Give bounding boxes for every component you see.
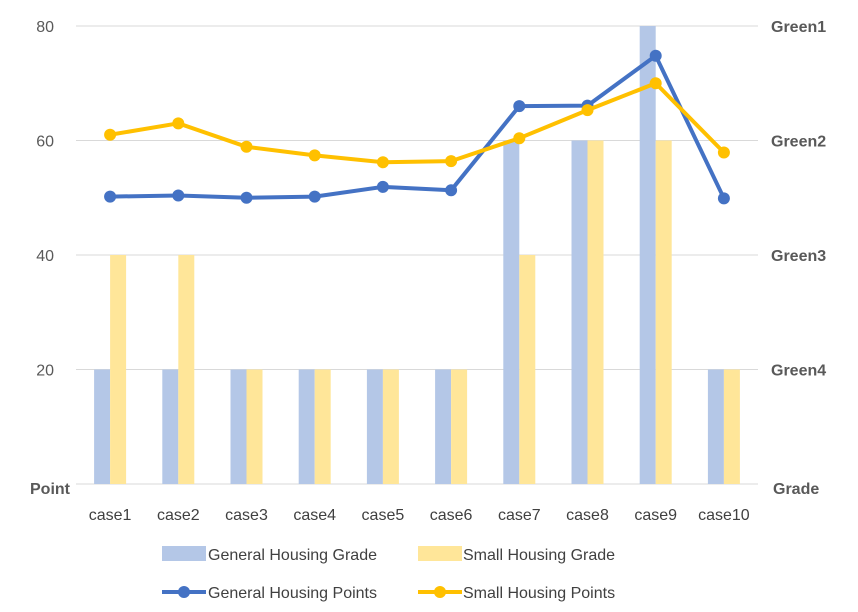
bar <box>655 140 672 484</box>
bar <box>178 255 195 484</box>
bar <box>451 369 468 484</box>
legend-marker <box>434 586 446 598</box>
x-tick-label: case10 <box>698 507 750 524</box>
line-point <box>717 146 730 159</box>
bar <box>382 369 399 484</box>
line-point <box>172 117 185 130</box>
axes: Point Grade 20 Green4 40 Green3 60 Green2 80 Gr… <box>30 19 826 524</box>
line-point <box>308 190 321 203</box>
bar <box>314 369 331 484</box>
y2-tick-label: Green4 <box>771 363 826 380</box>
legend-label: General Housing Grade <box>208 547 377 564</box>
legend-label: General Housing Points <box>208 585 377 602</box>
bar <box>587 140 604 484</box>
line-point <box>172 189 185 202</box>
line-point <box>513 132 526 145</box>
bar <box>723 369 740 484</box>
bar <box>162 369 179 484</box>
legend: General Housing Grade Small Housing Grade… <box>162 546 615 602</box>
line-point <box>104 190 117 203</box>
line-point <box>240 191 253 204</box>
legend-marker <box>178 586 190 598</box>
x-tick-label: case5 <box>362 507 405 524</box>
bar <box>366 369 383 484</box>
line-point <box>376 180 389 193</box>
line-point <box>240 140 253 153</box>
bar <box>519 255 536 484</box>
y-tick-label: 60 <box>36 134 54 151</box>
legend-swatch <box>418 546 462 561</box>
y-axis-label: Point <box>30 481 71 498</box>
bar <box>571 140 588 484</box>
y-tick-label: 40 <box>36 248 54 265</box>
y-tick-label: 20 <box>36 363 54 380</box>
x-tick-label: case4 <box>293 507 336 524</box>
x-tick-label: case6 <box>430 507 473 524</box>
y2-tick-label: Green3 <box>771 248 826 265</box>
bar <box>230 369 247 484</box>
line-point <box>445 155 458 168</box>
bar-series <box>94 26 740 484</box>
line-point <box>649 49 662 62</box>
line-point <box>376 156 389 169</box>
x-tick-label: case2 <box>157 507 200 524</box>
bar <box>707 369 724 484</box>
y2-tick-label: Green2 <box>771 134 826 151</box>
bar <box>94 369 111 484</box>
x-tick-label: case7 <box>498 507 541 524</box>
line-point <box>513 100 526 113</box>
line-point <box>649 77 662 90</box>
bar <box>110 255 127 484</box>
line-point <box>717 192 730 205</box>
legend-swatch <box>162 546 206 561</box>
bar <box>246 369 263 484</box>
bar <box>503 140 520 484</box>
series-line <box>110 53 726 200</box>
line-point <box>581 104 594 117</box>
x-tick-label: case9 <box>634 507 677 524</box>
line-point <box>308 149 321 162</box>
y-tick-label: 80 <box>36 19 54 36</box>
bar <box>435 369 452 484</box>
line-point <box>104 128 117 141</box>
series-line <box>109 81 726 165</box>
y2-tick-label: Green1 <box>771 19 826 36</box>
x-tick-label: case1 <box>89 507 132 524</box>
line-point <box>445 184 458 197</box>
legend-label: Small Housing Points <box>463 585 615 602</box>
bar <box>298 369 315 484</box>
line-series <box>104 49 730 205</box>
x-tick-label: case8 <box>566 507 609 524</box>
y2-axis-label: Grade <box>773 481 819 498</box>
legend-label: Small Housing Grade <box>463 547 615 564</box>
x-tick-label: case3 <box>225 507 268 524</box>
bar <box>639 26 656 484</box>
